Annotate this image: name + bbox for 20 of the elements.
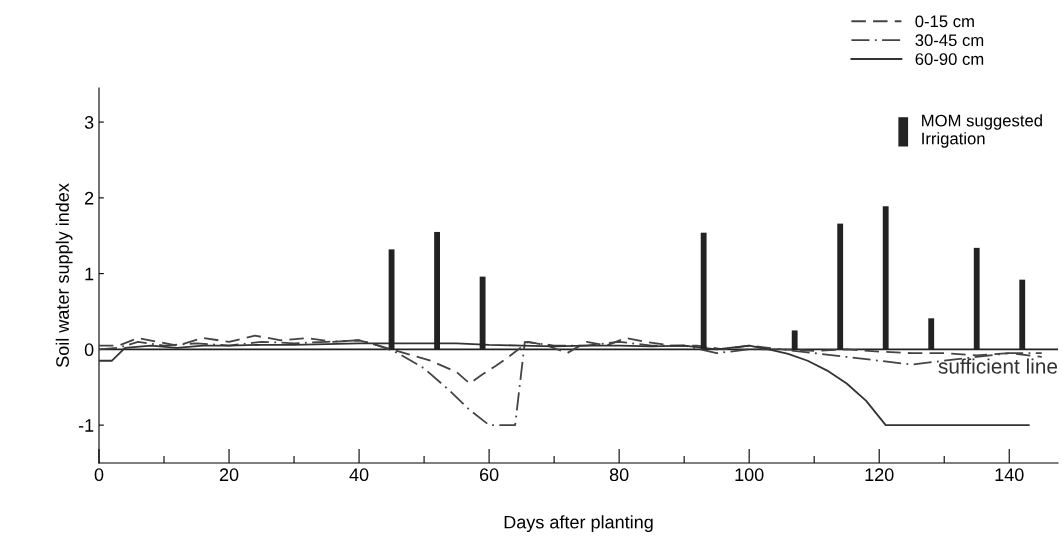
y-tick-label: -1	[78, 419, 94, 432]
x-tick-label: 60	[479, 468, 499, 482]
y-tick-label: 2	[85, 191, 94, 205]
legend-label: 60-90 cm	[915, 53, 984, 65]
y-tick-label: 0	[84, 343, 94, 357]
y-axis-title: Soil water supply index	[55, 183, 73, 368]
x-tick-label: 120	[865, 468, 894, 482]
x-tick-label: 100	[735, 468, 764, 482]
x-tick-label: 0	[94, 468, 104, 482]
legend-label: 0-15 cm	[915, 15, 974, 28]
x-tick-label: 140	[995, 468, 1024, 482]
y-tick-label: 3	[84, 116, 94, 129]
x-tick-label: 80	[609, 468, 629, 482]
x-tick-label: 20	[219, 468, 239, 482]
x-tick-label: 40	[349, 468, 369, 482]
legend-label: MOM suggested Irrigation	[922, 114, 1042, 148]
y-tick-label: 1	[85, 267, 94, 281]
x-axis-title: Days after planting	[504, 515, 653, 533]
legend-label: 30-45 cm	[915, 34, 984, 47]
ref-line-label: sufficient line	[938, 358, 1058, 374]
